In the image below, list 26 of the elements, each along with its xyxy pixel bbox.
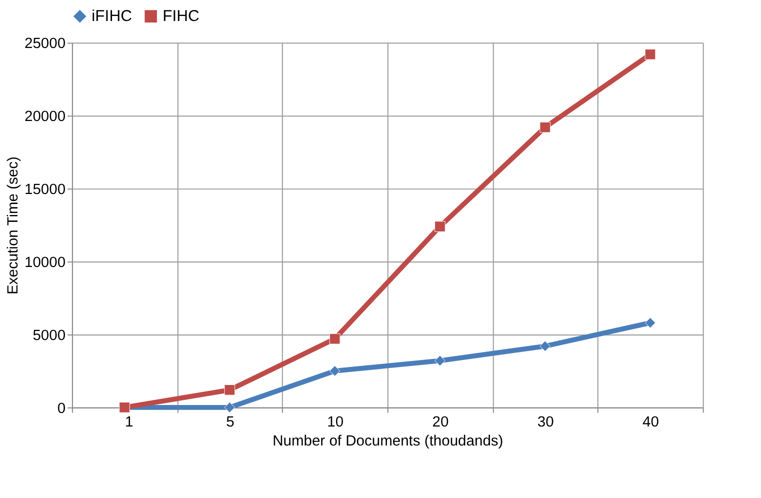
point bbox=[540, 122, 551, 133]
x-tick-label: 20 bbox=[432, 414, 449, 431]
legend-label: iFIHC bbox=[92, 8, 132, 26]
y-tick-label: 0 bbox=[57, 400, 66, 417]
y-tick-label: 5000 bbox=[32, 328, 66, 344]
legend-label: FIHC bbox=[162, 8, 200, 26]
point bbox=[224, 384, 236, 396]
point bbox=[644, 48, 656, 60]
point bbox=[644, 317, 656, 328]
x-tick-label: 40 bbox=[642, 414, 659, 431]
point bbox=[329, 366, 340, 376]
x-tick-label: 10 bbox=[327, 414, 344, 431]
y-tick-label: 25000 bbox=[24, 36, 66, 52]
point bbox=[224, 402, 236, 413]
x-tick-label: 1 bbox=[125, 414, 134, 431]
x-axis-title: Number of Documents (thoudands) bbox=[272, 433, 504, 450]
x-tick-label: 5 bbox=[226, 414, 234, 431]
y-tick-label: 10000 bbox=[24, 254, 66, 271]
point bbox=[329, 333, 340, 344]
y-axis-title: Execution Time (sec) bbox=[6, 156, 22, 294]
y-tick-label: 20000 bbox=[24, 109, 66, 126]
y-tick-label: 15000 bbox=[24, 182, 66, 198]
point bbox=[434, 355, 446, 366]
point bbox=[434, 221, 446, 232]
x-tick-label: 30 bbox=[537, 414, 554, 431]
point bbox=[540, 340, 551, 352]
